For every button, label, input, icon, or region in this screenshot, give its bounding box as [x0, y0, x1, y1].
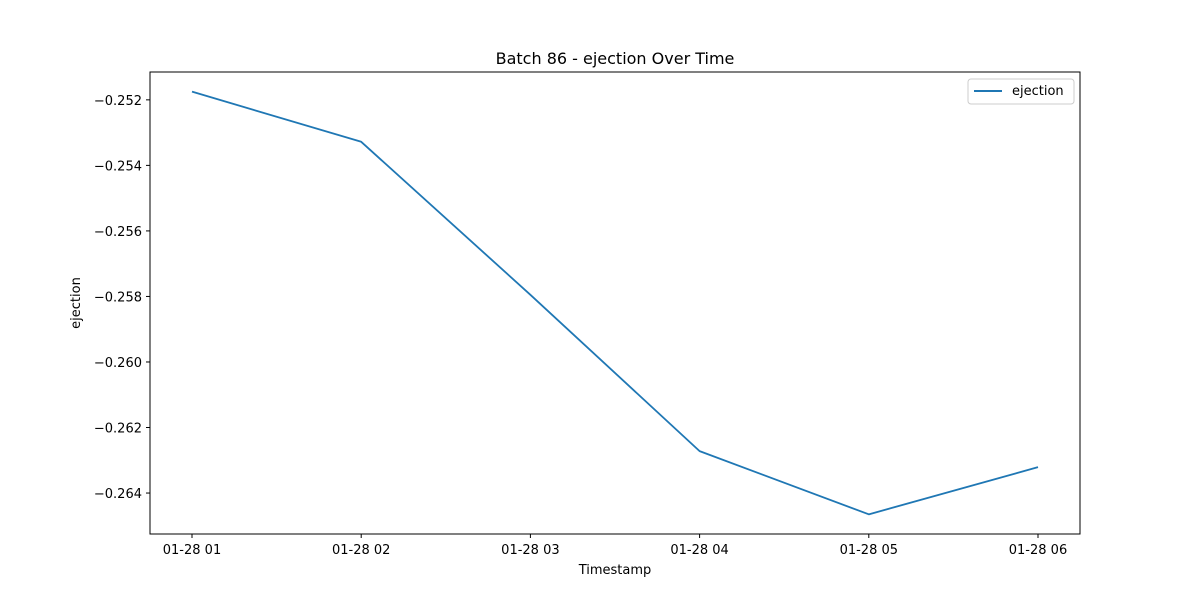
- y-tick-label: −0.262: [94, 422, 142, 437]
- x-axis-label: Timestamp: [578, 563, 652, 578]
- chart-title: Batch 86 - ejection Over Time: [496, 49, 735, 68]
- legend-label: ejection: [1012, 84, 1064, 99]
- x-tick-label: 01-28 05: [840, 543, 898, 558]
- y-tick-label: −0.256: [94, 225, 142, 240]
- y-tick-label: −0.252: [94, 94, 142, 109]
- y-tick-label: −0.264: [94, 487, 142, 502]
- x-axis: 01-28 01 01-28 02 01-28 03 01-28 04 01-28 05…: [163, 534, 1067, 558]
- plot-area: [149, 71, 1081, 535]
- y-tick-label: −0.258: [94, 290, 142, 305]
- x-tick-label: 01-28 03: [501, 543, 559, 558]
- x-tick-label: 01-28 06: [1009, 543, 1067, 558]
- x-tick-label: 01-28 04: [670, 543, 728, 558]
- y-tick-label: −0.254: [94, 159, 142, 174]
- series-line-ejection: [191, 90, 1039, 516]
- x-tick-label: 01-28 01: [163, 543, 221, 558]
- y-tick-label: −0.260: [94, 356, 142, 371]
- legend-box: [967, 78, 1075, 105]
- y-axis-label: ejection: [69, 277, 84, 329]
- x-tick-label: 01-28 02: [332, 543, 390, 558]
- y-axis: −0.252 −0.254 −0.256 −0.258 −0.260 −0.262 −0.2…: [94, 94, 150, 502]
- legend: ejection: [967, 78, 1075, 105]
- series-layer: [191, 90, 1039, 516]
